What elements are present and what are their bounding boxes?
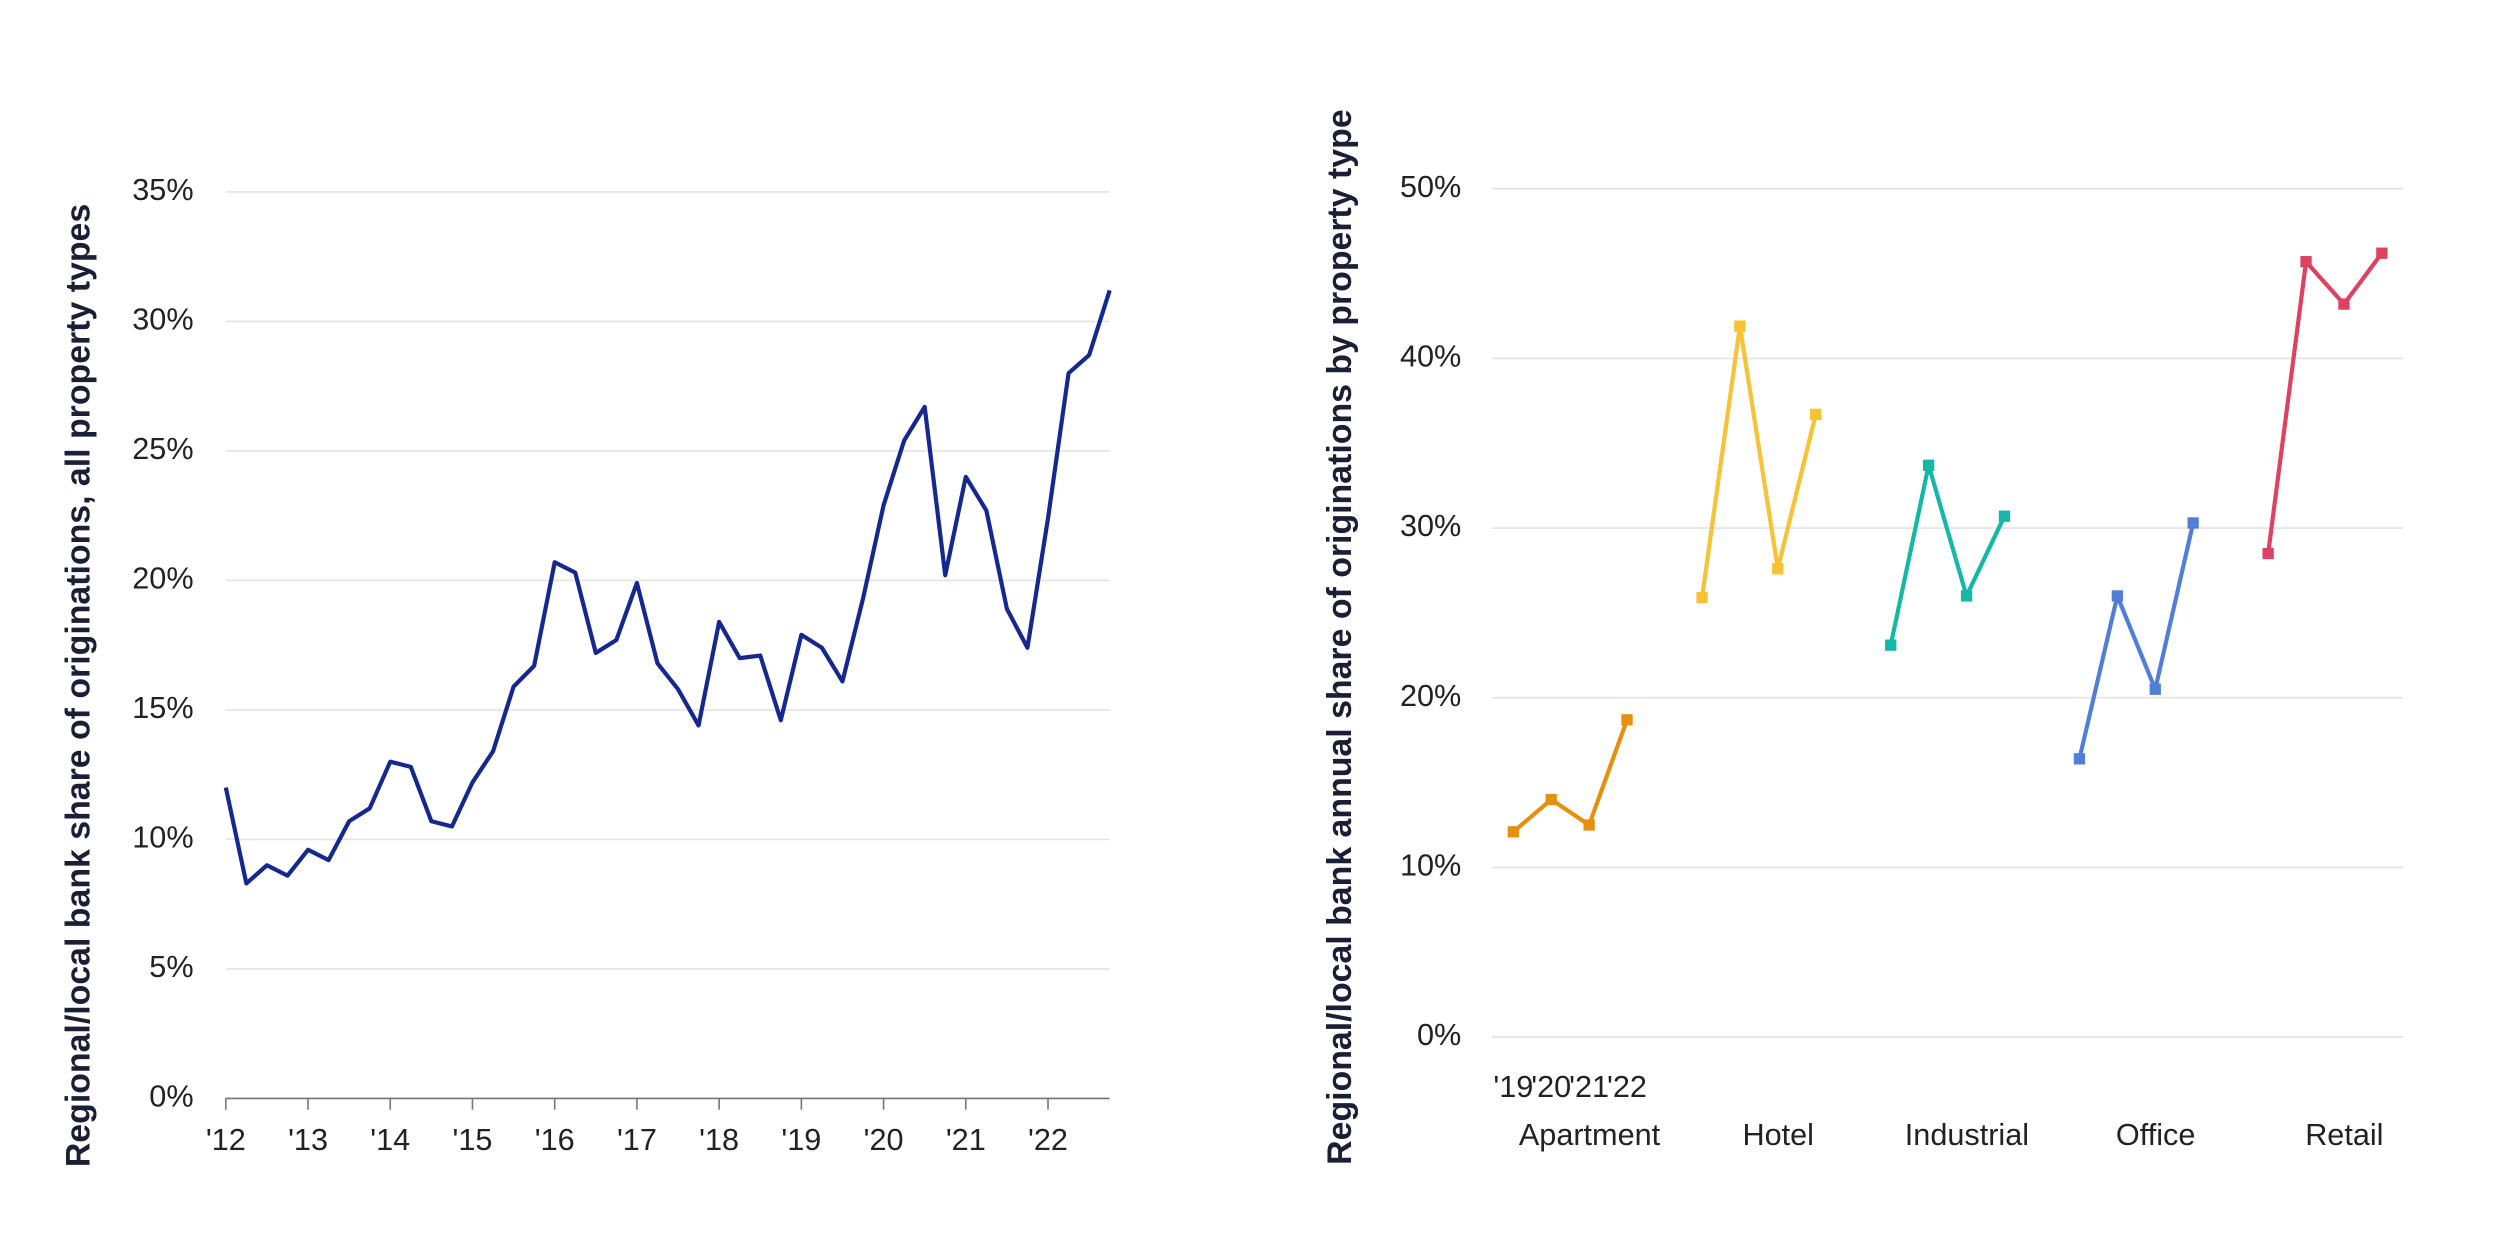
y-axis-label: Regional/local bank share of origination… bbox=[60, 204, 98, 1167]
x-tick-label: '14 bbox=[370, 1123, 410, 1157]
y-tick-label: 15% bbox=[132, 691, 193, 725]
series-line bbox=[2077, 522, 2196, 760]
point bbox=[1507, 826, 1519, 838]
x-group-label: Office bbox=[2116, 1118, 2195, 1152]
point bbox=[2111, 590, 2123, 602]
point bbox=[2376, 247, 2388, 259]
y-tick-label: 50% bbox=[1400, 170, 1461, 204]
y-tick-label: 35% bbox=[132, 173, 193, 207]
x-tick-label: '12 bbox=[206, 1123, 246, 1157]
x-tick-label: '19 bbox=[781, 1123, 821, 1157]
point bbox=[2338, 298, 2350, 310]
y-tick-label: 20% bbox=[1400, 679, 1461, 713]
series-line bbox=[1888, 463, 2007, 646]
point bbox=[2149, 683, 2161, 695]
line bbox=[223, 289, 1112, 886]
point bbox=[1772, 563, 1784, 575]
x-tick-label: '19 bbox=[1493, 1070, 1533, 1104]
x-tick-label: '22 bbox=[1607, 1070, 1647, 1104]
x-tick-label: '18 bbox=[699, 1123, 739, 1157]
point bbox=[1696, 591, 1708, 604]
point bbox=[1998, 510, 2011, 522]
x-group-label: Hotel bbox=[1742, 1118, 1813, 1152]
y-tick-label: 30% bbox=[1400, 509, 1461, 543]
series-line bbox=[1699, 324, 1818, 598]
x-group-label: Industrial bbox=[1905, 1118, 2029, 1152]
x-tick-label: '22 bbox=[1028, 1123, 1068, 1157]
x-tick-label: '20 bbox=[864, 1123, 904, 1157]
point bbox=[1810, 408, 1822, 421]
point bbox=[1621, 714, 1633, 726]
y-tick-label: 40% bbox=[1400, 339, 1461, 373]
y-tick-label: 20% bbox=[132, 562, 193, 596]
y-tick-label: 0% bbox=[149, 1079, 193, 1113]
point bbox=[2187, 517, 2199, 529]
series-line bbox=[1511, 719, 1629, 834]
y-tick-label: 30% bbox=[132, 303, 193, 337]
series-line bbox=[2266, 251, 2384, 554]
x-tick-label: '16 bbox=[535, 1123, 575, 1157]
point bbox=[1545, 793, 1557, 806]
y-tick-label: 0% bbox=[1417, 1018, 1461, 1052]
x-group-label: Apartment bbox=[1519, 1118, 1661, 1152]
point bbox=[1583, 819, 1595, 831]
x-group-label: Retail bbox=[2305, 1118, 2383, 1152]
point bbox=[1960, 590, 1973, 602]
point bbox=[2262, 547, 2274, 560]
point bbox=[1922, 459, 1935, 471]
x-tick-label: '13 bbox=[288, 1123, 328, 1157]
x-tick-label: '17 bbox=[617, 1123, 657, 1157]
point bbox=[1885, 639, 1897, 651]
point bbox=[2073, 753, 2086, 765]
y-tick-label: 25% bbox=[132, 432, 193, 466]
y-tick-label: 10% bbox=[132, 820, 193, 854]
x-tick-label: '20 bbox=[1531, 1070, 1571, 1104]
y-tick-label: 10% bbox=[1400, 849, 1461, 883]
x-tick-label: '21 bbox=[1569, 1070, 1609, 1104]
y-axis-label: Regional/local bank annual share of orig… bbox=[1321, 109, 1359, 1164]
x-tick-label: '15 bbox=[453, 1123, 493, 1157]
y-tick-label: 5% bbox=[149, 950, 193, 984]
point bbox=[1734, 320, 1746, 332]
x-tick-label: '21 bbox=[946, 1123, 986, 1157]
point bbox=[2300, 256, 2312, 268]
